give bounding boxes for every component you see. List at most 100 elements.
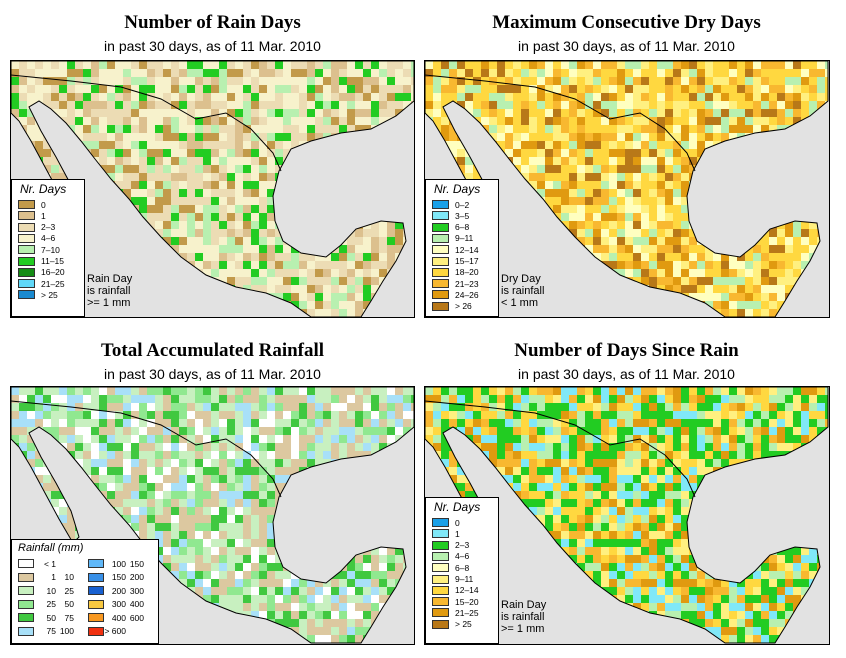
legend-range-low: 50 — [46, 612, 56, 623]
legend-label: 0–2 — [455, 199, 470, 210]
legend-range-high: 75 — [64, 612, 74, 623]
legend-swatch — [18, 559, 34, 568]
legend-swatch — [432, 540, 449, 550]
legend-label: 16–20 — [41, 267, 65, 278]
legend-label: 15–20 — [455, 596, 479, 607]
legend-label: > 25 — [41, 289, 58, 300]
legend-item: 24–26 — [432, 289, 479, 300]
legend-item: 11–15 — [18, 256, 64, 267]
legend: Rainfall (mm) < 1 1 10 10 25 25 50 50 75 75 100 100… — [11, 539, 159, 644]
legend-label: 12–14 — [455, 585, 479, 596]
legend-item: 2–3 — [18, 222, 55, 233]
legend-label: > 26 — [455, 301, 472, 312]
legend-range-low: 1 — [51, 572, 56, 582]
legend-item: 21–23 — [432, 278, 479, 289]
legend-item: 200 300 — [88, 585, 144, 596]
map-title: Number of Days Since Rain — [514, 340, 739, 361]
legend-item: 1 — [432, 528, 460, 539]
legend-label: 7–10 — [41, 244, 60, 255]
legend-swatch — [18, 200, 35, 209]
note-line: is rainfall — [501, 611, 545, 623]
legend-range-high: 100 — [59, 626, 74, 636]
legend-swatch — [18, 245, 35, 255]
legend-swatch — [432, 608, 449, 618]
legend-item: 2–3 — [432, 540, 469, 551]
legend-swatch — [88, 599, 104, 609]
legend-range-low: < 1 — [43, 558, 56, 569]
gulf-of-california — [39, 427, 71, 471]
legend-item: 21–25 — [18, 278, 65, 289]
legend-item: 9–11 — [432, 233, 473, 244]
legend-swatch — [432, 245, 449, 255]
legend-item: 4–6 — [18, 233, 55, 244]
legend-swatch — [432, 518, 449, 527]
legend-item: 150 200 — [88, 572, 144, 583]
legend-range-high: 10 — [64, 572, 74, 582]
legend-swatch — [18, 222, 35, 232]
map-title: Maximum Consecutive Dry Days — [492, 12, 761, 33]
legend-item: 300 400 — [88, 599, 144, 610]
map-subtitle: in past 30 days, as of 11 Mar. 2010 — [518, 366, 735, 382]
legend-swatch — [432, 301, 449, 311]
note-line: >= 1 mm — [501, 623, 545, 635]
map-canvas — [425, 61, 829, 317]
legend-label: 1 — [41, 210, 46, 221]
legend-item: 12–14 — [432, 244, 479, 255]
legend-label: 6–8 — [455, 222, 470, 233]
definition-note: Rain Day is rainfall >= 1 mm — [501, 599, 546, 635]
legend-item: 4–6 — [432, 551, 469, 562]
legend-label: 24–26 — [455, 289, 479, 300]
legend-swatch — [18, 613, 34, 622]
legend-item: > 26 — [432, 301, 472, 312]
legend-range-high: 150 — [129, 558, 144, 569]
legend-range-low: 150 — [111, 572, 126, 582]
map-days-since-rain: Nr. Days 0 1 2–3 4–6 6–8 9–11 12–14 15–20 21–25 >… — [424, 386, 830, 645]
gulf-of-california — [453, 427, 485, 471]
legend-swatch — [88, 572, 104, 582]
legend-title: Nr. Days — [434, 500, 481, 514]
panel-days-since-rain: Number of Days Since Rain in past 30 day… — [424, 336, 830, 645]
map-subtitle: in past 30 days, as of 11 Mar. 2010 — [104, 38, 321, 54]
legend: Nr. Days 0–2 3–5 6–8 9–11 12–14 15–17 18–20 21–… — [425, 179, 499, 317]
us-mexico-border — [425, 74, 696, 172]
legend-label: 18–20 — [455, 267, 479, 278]
us-mexico-border — [11, 400, 282, 498]
us-mexico-border — [11, 74, 282, 172]
legend-range-low: 25 — [46, 599, 56, 609]
note-line: Dry Day — [501, 273, 541, 285]
map-title: Total Accumulated Rainfall — [100, 340, 325, 361]
legend-item: 6–8 — [432, 562, 469, 573]
legend-swatch — [432, 597, 449, 607]
legend-swatch — [432, 529, 449, 539]
legend-label: 21–25 — [455, 607, 479, 618]
definition-note: Dry Day is rainfall < 1 mm — [501, 273, 544, 309]
legend-range-high: 600 — [129, 612, 144, 623]
legend-swatch — [432, 619, 449, 629]
legend-label: 6–8 — [455, 562, 470, 573]
legend-item: 10 25 — [18, 585, 74, 596]
legend-item: 9–11 — [432, 574, 473, 585]
legend-item: 400 600 — [88, 612, 144, 623]
legend-swatch — [88, 626, 104, 636]
legend-swatch — [432, 585, 449, 595]
legend-label: 12–14 — [455, 244, 479, 255]
legend: Nr. Days 0 1 2–3 4–6 6–8 9–11 12–14 15–20 21–25 >… — [425, 497, 499, 644]
note-line: < 1 mm — [501, 297, 538, 309]
legend-swatch — [432, 551, 449, 561]
legend-item: 50 75 — [18, 612, 74, 623]
legend-swatch — [432, 279, 449, 289]
legend-item: 6–8 — [432, 222, 469, 233]
legend-item: 0 — [18, 199, 46, 210]
legend-item: > 600 — [88, 626, 144, 637]
legend-item: 0 — [432, 517, 460, 528]
legend-swatch — [432, 563, 449, 573]
legend-swatch — [88, 559, 104, 568]
note-line: >= 1 mm — [87, 297, 131, 309]
legend-label: 21–23 — [455, 278, 479, 289]
note-line: Rain Day — [87, 273, 133, 285]
legend-item: 100 150 — [88, 558, 144, 569]
legend-swatch — [432, 290, 449, 300]
legend-range-low: 10 — [46, 585, 56, 596]
legend-range-low: 200 — [111, 585, 126, 596]
legend-range-low: 100 — [111, 558, 126, 569]
